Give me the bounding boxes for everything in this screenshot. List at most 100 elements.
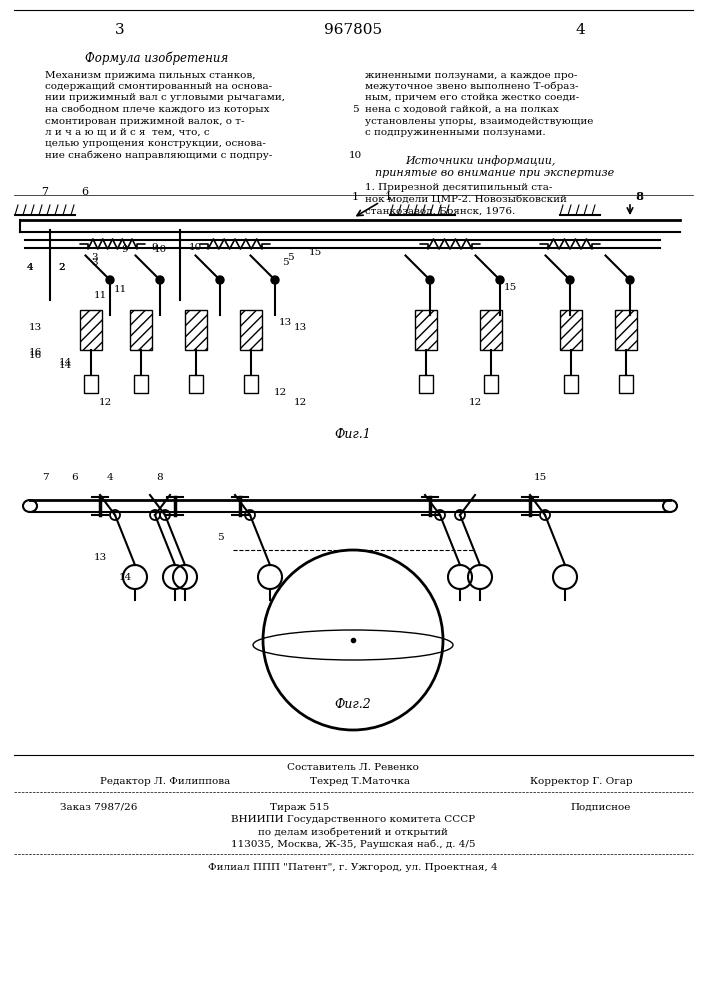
Text: 7: 7: [42, 473, 48, 482]
Text: установлены упоры, взаимодействующие: установлены упоры, взаимодействующие: [365, 116, 593, 125]
Text: Филиал ППП "Патент", г. Ужгород, ул. Проектная, 4: Филиал ППП "Патент", г. Ужгород, ул. Про…: [208, 863, 498, 872]
Text: на свободном плече каждого из которых: на свободном плече каждого из которых: [45, 105, 269, 114]
Text: Фиг.2: Фиг.2: [334, 698, 371, 712]
Bar: [615, 310, 637, 350]
Text: 16: 16: [28, 348, 42, 357]
Text: 15: 15: [308, 248, 322, 257]
Text: по делам изобретений и открытий: по делам изобретений и открытий: [258, 827, 448, 837]
Circle shape: [271, 276, 279, 284]
Text: ным, причем его стойка жестко соеди-: ным, причем его стойка жестко соеди-: [365, 94, 579, 103]
Bar: [189, 375, 203, 393]
Text: 12: 12: [293, 398, 307, 407]
Text: 4: 4: [27, 263, 33, 272]
Text: 10: 10: [188, 243, 201, 252]
Text: с подпружиненными ползунами.: с подпружиненными ползунами.: [365, 128, 546, 137]
Text: 3: 3: [115, 23, 125, 37]
Bar: [560, 310, 582, 350]
Text: 12: 12: [98, 398, 112, 407]
Bar: [484, 375, 498, 393]
Bar: [564, 375, 578, 393]
Text: 15: 15: [503, 283, 517, 292]
Text: 5: 5: [286, 253, 293, 262]
Text: 3: 3: [92, 253, 98, 262]
Text: 12: 12: [468, 398, 481, 407]
Text: 10: 10: [349, 151, 361, 160]
Text: 10: 10: [153, 245, 167, 254]
Bar: [185, 310, 207, 350]
Circle shape: [566, 276, 574, 284]
Text: 12: 12: [274, 388, 286, 397]
Text: 4: 4: [107, 473, 113, 482]
Text: 11: 11: [113, 285, 127, 294]
Text: 6: 6: [71, 473, 78, 482]
Circle shape: [156, 276, 164, 284]
Text: Механизм прижима пильных станков,: Механизм прижима пильных станков,: [45, 70, 255, 80]
Text: межуточное звено выполнено Т-образ-: межуточное звено выполнено Т-образ-: [365, 82, 578, 91]
Text: 2: 2: [59, 263, 65, 272]
Text: 16: 16: [28, 351, 42, 360]
Text: содержащий смонтированный на основа-: содержащий смонтированный на основа-: [45, 82, 272, 91]
Circle shape: [426, 276, 434, 284]
Text: Заказ 7987/26: Заказ 7987/26: [60, 802, 137, 812]
Text: нии прижимный вал с угловыми рычагами,: нии прижимный вал с угловыми рычагами,: [45, 94, 285, 103]
Text: 4: 4: [575, 23, 585, 37]
Text: Корректор Г. Огар: Корректор Г. Огар: [530, 778, 633, 786]
Bar: [240, 310, 262, 350]
Text: 8: 8: [635, 192, 642, 202]
Text: 14: 14: [118, 573, 132, 582]
Text: нок модели ЦМР-2. Новозыбковский: нок модели ЦМР-2. Новозыбковский: [365, 195, 567, 204]
Text: 6: 6: [81, 187, 88, 197]
Text: 9: 9: [152, 243, 158, 252]
Text: 15: 15: [533, 473, 547, 482]
Circle shape: [496, 276, 504, 284]
Text: 1: 1: [385, 192, 392, 202]
Circle shape: [216, 276, 224, 284]
Text: 1. Прирезной десятипильный ста-: 1. Прирезной десятипильный ста-: [365, 183, 552, 192]
Text: Составитель Л. Ревенко: Составитель Л. Ревенко: [287, 764, 419, 772]
Bar: [619, 375, 633, 393]
Text: нена с ходовой гайкой, а на полках: нена с ходовой гайкой, а на полках: [365, 105, 559, 114]
Bar: [80, 310, 102, 350]
Text: 113035, Москва, Ж-35, Раушская наб., д. 4/5: 113035, Москва, Ж-35, Раушская наб., д. …: [230, 839, 475, 849]
Text: 8: 8: [636, 192, 643, 202]
Text: 5: 5: [281, 258, 288, 267]
Text: принятые во внимание при экспертизе: принятые во внимание при экспертизе: [375, 168, 614, 178]
Text: жиненными ползунами, а каждое про-: жиненными ползунами, а каждое про-: [365, 70, 578, 80]
Bar: [419, 375, 433, 393]
Text: ВНИИПИ Государственного комитета СССР: ВНИИПИ Государственного комитета СССР: [231, 816, 475, 824]
Text: 4: 4: [27, 263, 33, 272]
Text: 11: 11: [93, 291, 107, 300]
Bar: [84, 375, 98, 393]
Text: Техред Т.Маточка: Техред Т.Маточка: [310, 778, 410, 786]
Text: 5: 5: [351, 105, 358, 114]
Bar: [415, 310, 437, 350]
Text: 14: 14: [59, 361, 71, 370]
Text: 1: 1: [351, 192, 358, 202]
Text: 9: 9: [122, 245, 128, 254]
Bar: [130, 310, 152, 350]
Text: целью упрощения конструкции, основа-: целью упрощения конструкции, основа-: [45, 139, 266, 148]
Text: Тираж 515: Тираж 515: [270, 802, 329, 812]
Text: 13: 13: [293, 323, 307, 332]
Bar: [244, 375, 258, 393]
Circle shape: [626, 276, 634, 284]
Bar: [480, 310, 502, 350]
Text: ние снабжено направляющими с подпру-: ние снабжено направляющими с подпру-: [45, 151, 272, 160]
Text: 3: 3: [92, 258, 98, 267]
Text: станкозавод, Брянск, 1976.: станкозавод, Брянск, 1976.: [365, 207, 515, 216]
Text: 967805: 967805: [324, 23, 382, 37]
Text: 8: 8: [157, 473, 163, 482]
Text: Редактор Л. Филиппова: Редактор Л. Филиппова: [100, 778, 230, 786]
Text: 2: 2: [59, 263, 65, 272]
Text: смонтирован прижимной валок, о т-: смонтирован прижимной валок, о т-: [45, 116, 245, 125]
Text: л и ч а ю щ и й с я  тем, что, с: л и ч а ю щ и й с я тем, что, с: [45, 128, 209, 137]
Text: 5: 5: [216, 533, 223, 542]
Text: 7: 7: [42, 187, 49, 197]
Text: 13: 13: [28, 323, 42, 332]
Text: 13: 13: [279, 318, 291, 327]
Circle shape: [106, 276, 114, 284]
Text: Фиг.1: Фиг.1: [334, 428, 371, 442]
Text: 14: 14: [59, 358, 71, 367]
Text: Источники информации,: Источники информации,: [405, 155, 556, 166]
Bar: [134, 375, 148, 393]
